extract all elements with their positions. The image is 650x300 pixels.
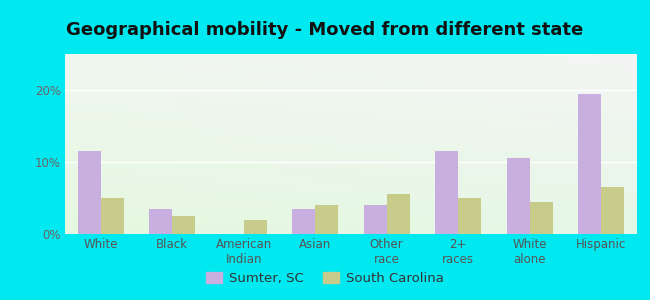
- Bar: [578, 94, 601, 234]
- Bar: [172, 216, 195, 234]
- Text: Geographical mobility - Moved from different state: Geographical mobility - Moved from diffe…: [66, 21, 584, 39]
- Bar: [436, 151, 458, 234]
- Bar: [244, 220, 266, 234]
- Bar: [601, 187, 624, 234]
- Bar: [507, 158, 530, 234]
- Bar: [292, 209, 315, 234]
- Bar: [315, 205, 338, 234]
- Bar: [530, 202, 552, 234]
- Bar: [364, 205, 387, 234]
- Bar: [150, 209, 172, 234]
- Bar: [458, 198, 481, 234]
- Bar: [387, 194, 410, 234]
- Bar: [101, 198, 124, 234]
- Legend: Sumter, SC, South Carolina: Sumter, SC, South Carolina: [201, 267, 449, 290]
- Bar: [78, 151, 101, 234]
